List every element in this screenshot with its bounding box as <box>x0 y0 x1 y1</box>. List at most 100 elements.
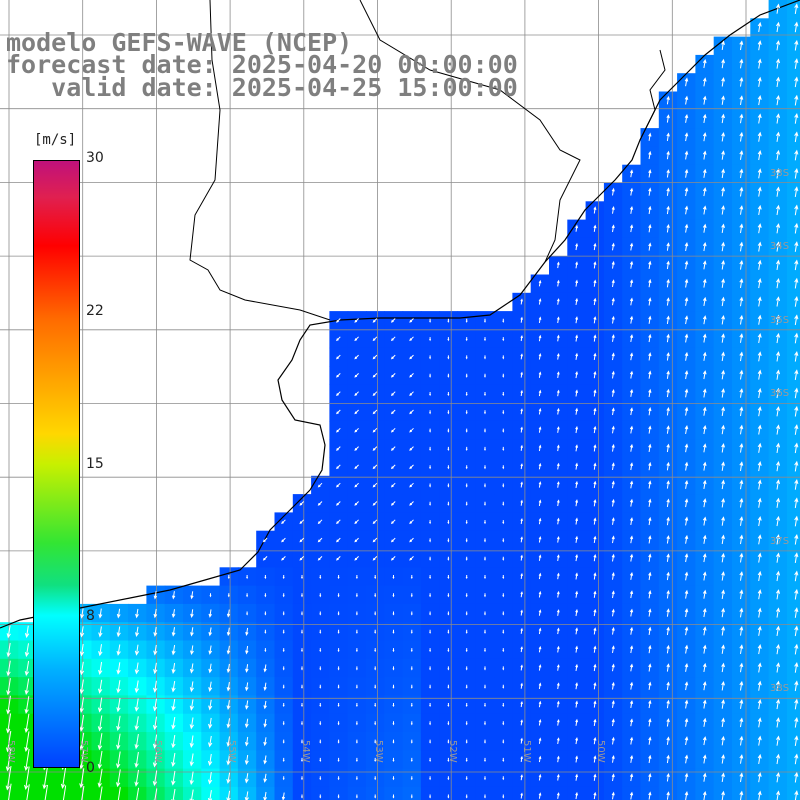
wind-arrow <box>593 700 597 708</box>
wind-arrow <box>794 259 799 271</box>
wind-arrow <box>775 643 781 655</box>
wind-arrow <box>24 766 30 791</box>
wind-arrow <box>648 681 652 690</box>
wind-arrow <box>263 719 267 728</box>
wind-arrow <box>684 168 689 178</box>
wind-arrow <box>465 629 468 634</box>
wind-arrow <box>684 681 689 691</box>
wind-arrow <box>575 242 579 251</box>
wind-arrow <box>629 663 634 672</box>
wind-arrow <box>245 664 249 673</box>
wind-arrow <box>483 520 486 525</box>
wind-arrow <box>775 277 781 289</box>
wind-arrow <box>502 318 505 323</box>
lon-label: 50W <box>595 740 606 763</box>
wind-arrow <box>520 371 523 378</box>
wind-arrow <box>684 589 689 599</box>
wind-arrow <box>263 682 267 691</box>
wind-arrow <box>538 554 542 561</box>
wind-speed-cell <box>786 732 800 751</box>
wind-arrow <box>775 76 781 87</box>
wind-arrow <box>42 767 48 790</box>
wind-arrow <box>355 757 358 762</box>
wind-speed-cell <box>786 640 800 660</box>
wind-arrow <box>520 664 523 671</box>
wind-arrow <box>447 392 450 397</box>
wind-arrow <box>390 354 396 360</box>
wind-arrow <box>593 590 597 598</box>
lon-label: 53W <box>373 740 384 763</box>
wind-arrow <box>666 589 670 599</box>
wind-arrow <box>739 424 744 435</box>
wind-arrow <box>593 279 597 287</box>
wind-arrow <box>374 721 377 726</box>
wind-arrow <box>465 575 468 580</box>
wind-arrow <box>244 736 249 747</box>
wind-arrow <box>372 336 378 342</box>
lon-label: 52W <box>447 740 458 763</box>
wind-arrow <box>226 627 231 637</box>
wind-arrow <box>447 373 450 378</box>
wind-arrow <box>611 773 615 782</box>
wind-arrow <box>794 222 799 234</box>
wind-arrow <box>666 608 670 617</box>
wind-arrow <box>575 791 579 800</box>
wind-arrow <box>757 772 762 783</box>
wind-speed-cell <box>786 494 800 513</box>
wind-arrow <box>684 333 689 343</box>
wind-arrow <box>684 113 689 123</box>
wind-arrow <box>775 515 781 527</box>
wind-arrow <box>372 427 378 433</box>
wind-arrow <box>282 666 285 671</box>
wind-arrow <box>447 776 450 781</box>
wind-arrow <box>757 644 762 655</box>
wind-arrow <box>429 757 432 762</box>
wind-arrow <box>5 766 12 791</box>
wind-arrow <box>739 662 744 673</box>
wind-arrow <box>134 680 140 694</box>
wind-arrow <box>556 298 560 305</box>
wind-arrow <box>629 590 634 599</box>
wind-arrow <box>79 750 85 770</box>
wind-arrow <box>372 482 378 488</box>
wind-arrow <box>739 150 744 160</box>
wind-arrow <box>775 369 781 380</box>
wind-arrow <box>556 279 560 287</box>
wind-arrow <box>281 537 286 543</box>
wind-arrow <box>336 446 341 451</box>
wind-arrow <box>556 609 560 616</box>
wind-arrow <box>116 662 121 675</box>
wind-arrow <box>648 699 652 709</box>
wind-arrow <box>648 736 652 745</box>
wind-arrow <box>757 332 762 344</box>
wind-arrow <box>79 768 85 789</box>
wind-arrow <box>319 776 322 781</box>
wind-arrow <box>390 537 396 543</box>
wind-arrow <box>684 553 689 563</box>
wind-arrow <box>97 697 103 713</box>
wind-arrow <box>6 643 11 658</box>
wind-arrow <box>24 660 30 677</box>
wind-arrow <box>336 336 341 342</box>
wind-arrow <box>739 406 744 417</box>
wind-arrow <box>98 608 103 619</box>
wind-arrow <box>648 224 652 233</box>
wind-arrow <box>538 719 542 726</box>
wind-arrow <box>429 501 432 506</box>
wind-speed-cell <box>786 420 800 440</box>
wind-arrow <box>684 77 689 87</box>
wind-arrow <box>263 773 268 783</box>
wind-arrow <box>684 626 689 636</box>
wind-arrow <box>593 316 597 324</box>
wind-arrow <box>757 204 762 215</box>
wind-arrow <box>775 40 781 51</box>
wind-arrow <box>794 369 799 380</box>
wind-arrow <box>374 757 377 762</box>
wind-arrow <box>8 783 12 800</box>
wind-arrow <box>502 575 505 580</box>
wind-arrow <box>739 95 744 105</box>
wind-arrow <box>429 337 432 342</box>
wind-arrow <box>575 297 579 305</box>
wind-arrow <box>556 389 560 397</box>
wind-arrow <box>502 611 505 616</box>
